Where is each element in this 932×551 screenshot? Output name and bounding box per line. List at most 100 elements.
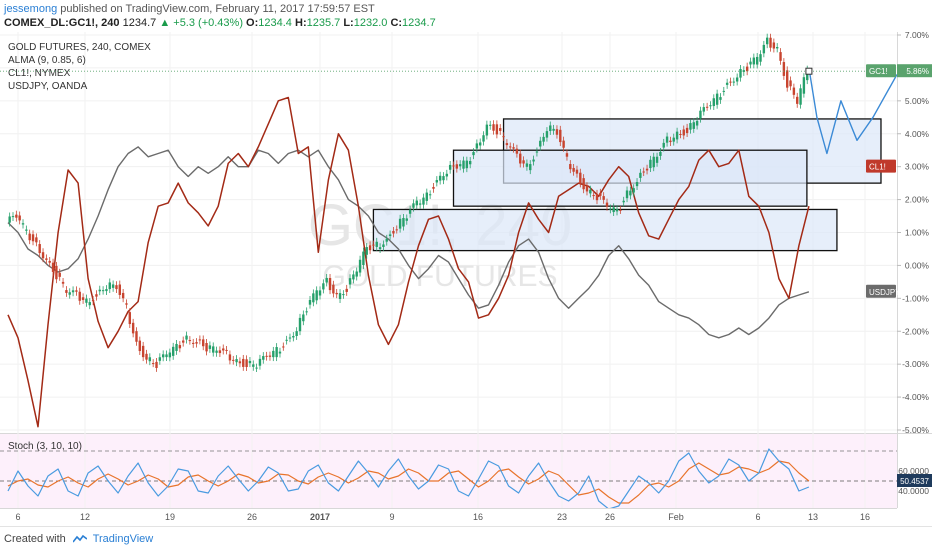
candle-body bbox=[305, 311, 308, 313]
x-tick-label: 26 bbox=[605, 512, 615, 522]
projection-line[interactable] bbox=[808, 67, 897, 155]
candle-body bbox=[282, 346, 285, 348]
legend-stoch[interactable]: Stoch (3, 10, 10) bbox=[8, 441, 82, 452]
candle-body bbox=[195, 342, 198, 344]
open-value: 1234.4 bbox=[258, 17, 292, 29]
created-with-text: Created with bbox=[4, 533, 66, 545]
candle-body bbox=[522, 160, 525, 164]
candle-body bbox=[465, 160, 469, 169]
candle-body bbox=[295, 331, 298, 336]
tradingview-brand[interactable]: TradingView bbox=[92, 533, 154, 545]
publish-info: jessemong published on TradingView.com, … bbox=[4, 3, 375, 15]
tradingview-logo-icon bbox=[72, 535, 87, 543]
candle-body bbox=[135, 331, 138, 342]
y-tick-label: -1.00% bbox=[902, 293, 929, 303]
candle-body bbox=[121, 292, 125, 299]
candle-body bbox=[222, 348, 225, 351]
candle-body bbox=[375, 241, 378, 247]
cl1-line[interactable] bbox=[7, 96, 810, 428]
candle-body bbox=[141, 345, 145, 358]
candle-body bbox=[151, 363, 155, 365]
y-tick-label: 3.00% bbox=[905, 162, 930, 172]
candle-body bbox=[482, 135, 485, 142]
usdjpy-line[interactable] bbox=[7, 146, 810, 339]
candle-body bbox=[208, 345, 212, 349]
author-link[interactable]: jessemong bbox=[4, 3, 58, 15]
stoch-tick-label: 40.0000 bbox=[898, 486, 929, 496]
candle-body bbox=[786, 70, 789, 88]
candle-body bbox=[178, 345, 182, 349]
last-bar-marker[interactable] bbox=[805, 67, 813, 75]
candle-body bbox=[161, 354, 165, 358]
stoch-d-line[interactable] bbox=[7, 460, 810, 504]
candle-body bbox=[715, 93, 719, 105]
x-tick-label: 6 bbox=[15, 512, 20, 522]
candle-body bbox=[372, 244, 375, 246]
legend-cl1[interactable]: CL1!, NYMEX bbox=[8, 68, 71, 79]
legend-gold[interactable]: GOLD FUTURES, 240, COMEX bbox=[8, 42, 151, 53]
y-tick-label: -3.00% bbox=[902, 359, 929, 369]
candle-body bbox=[128, 312, 132, 325]
candle-body bbox=[549, 125, 552, 132]
candle-body bbox=[11, 216, 15, 218]
candle-body bbox=[262, 356, 265, 360]
candle-body bbox=[632, 188, 635, 193]
candle-body bbox=[18, 215, 21, 221]
candle-body bbox=[392, 230, 395, 234]
candle-body bbox=[165, 354, 168, 358]
candle-body bbox=[462, 160, 465, 169]
stoch-axis[interactable]: 60.0000 40.0000 bbox=[898, 466, 929, 496]
candle-body bbox=[635, 182, 639, 187]
candle-body bbox=[512, 147, 515, 149]
candle-body bbox=[519, 153, 522, 164]
price-axis[interactable]: 7.00%6.00%5.00%4.00%3.00%2.00%1.00%0.00%… bbox=[897, 30, 929, 435]
price-badges: GC1! 5.86% CL1! USDJPY 50.4537 bbox=[0, 64, 932, 487]
candle-body bbox=[298, 317, 302, 332]
candle-body bbox=[682, 129, 685, 136]
candle-body bbox=[802, 77, 806, 94]
candle-body bbox=[338, 293, 342, 299]
candle-body bbox=[762, 44, 766, 54]
y-tick-label: -4.00% bbox=[902, 392, 929, 402]
candle-body bbox=[145, 353, 148, 360]
up-arrow-icon: ▲ bbox=[159, 17, 171, 29]
badge-cl1: CL1! bbox=[866, 159, 896, 173]
chart-legend: GOLD FUTURES, 240, COMEX ALMA (9, 0.85, … bbox=[8, 42, 151, 452]
candle-body bbox=[782, 62, 786, 76]
candle-body bbox=[385, 238, 388, 242]
candle-body bbox=[499, 128, 502, 131]
candle-body bbox=[729, 81, 732, 83]
y-tick-label: 2.00% bbox=[905, 195, 930, 205]
candle-body bbox=[352, 274, 355, 280]
candle-body bbox=[101, 290, 105, 292]
candle-body bbox=[65, 290, 68, 293]
candle-body bbox=[35, 237, 38, 243]
footer: Created with TradingView bbox=[0, 526, 932, 551]
candle-body bbox=[215, 350, 218, 353]
legend-usdjpy[interactable]: USDJPY, OANDA bbox=[8, 81, 88, 92]
x-tick-label: 12 bbox=[80, 512, 90, 522]
high-label: H: bbox=[295, 17, 307, 29]
candle-body bbox=[545, 131, 549, 138]
candle-body bbox=[699, 110, 702, 119]
legend-alma[interactable]: ALMA (9, 0.85, 6) bbox=[8, 55, 86, 66]
candle-body bbox=[492, 124, 495, 131]
time-axis[interactable]: 6 12 19 26 2017 9 16 23 26 Feb 6 13 16 bbox=[15, 512, 870, 522]
candle-body bbox=[31, 234, 35, 242]
candle-body bbox=[529, 164, 532, 171]
stoch-k-line[interactable] bbox=[7, 448, 810, 509]
candle-body bbox=[382, 244, 385, 247]
candle-body bbox=[592, 195, 595, 197]
candle-body bbox=[602, 196, 605, 200]
candle-body bbox=[662, 142, 665, 148]
svg-text:50.4537: 50.4537 bbox=[900, 477, 929, 486]
candle-body bbox=[552, 128, 555, 131]
stoch-pane-bg bbox=[0, 434, 897, 508]
candle-body bbox=[585, 186, 589, 192]
candle-body bbox=[408, 209, 412, 214]
candle-body bbox=[95, 294, 98, 297]
candle-body bbox=[138, 340, 142, 352]
candle-body bbox=[555, 129, 559, 135]
chart-area[interactable]: GC1!, 240 GOLD FUTURES GOLD FUTURES, 240… bbox=[0, 0, 932, 526]
candle-body bbox=[539, 140, 542, 147]
